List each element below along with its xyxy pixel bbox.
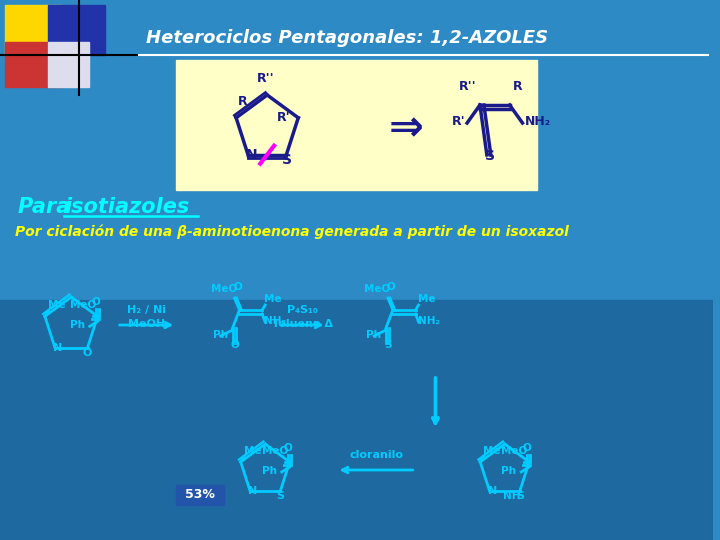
Text: Heterociclos Pentagonales: 1,2-AZOLES: Heterociclos Pentagonales: 1,2-AZOLES [146, 29, 549, 47]
Text: Ph: Ph [213, 330, 228, 340]
Text: O: O [91, 298, 100, 307]
Text: R: R [513, 80, 522, 93]
Text: R': R' [452, 115, 466, 128]
Text: S: S [384, 340, 392, 350]
Text: O: O [387, 282, 395, 292]
Text: NH₂: NH₂ [418, 316, 440, 326]
Text: MeO: MeO [364, 284, 390, 294]
Text: R'': R'' [459, 80, 477, 93]
Text: S: S [485, 149, 495, 163]
Text: O: O [83, 348, 92, 357]
Text: S: S [516, 491, 524, 501]
Text: S: S [282, 153, 292, 167]
Text: R': R' [276, 111, 290, 124]
Text: MeO: MeO [501, 446, 528, 456]
Text: NH: NH [503, 491, 521, 501]
Text: N: N [248, 486, 258, 496]
Text: Me: Me [243, 446, 261, 456]
Text: R'': R'' [257, 72, 275, 85]
Text: MeO: MeO [70, 300, 96, 310]
Text: Tolueno Δ: Tolueno Δ [272, 319, 333, 329]
Text: N: N [53, 343, 63, 353]
Text: Para: Para [18, 197, 78, 217]
Text: N: N [488, 486, 497, 496]
Bar [48, 42, 89, 87]
Text: H₂ / Ni: H₂ / Ni [127, 305, 166, 315]
Text: 53%: 53% [185, 489, 215, 502]
Bar [5, 5, 63, 55]
Text: Me: Me [418, 294, 435, 304]
Text: Me: Me [483, 446, 500, 456]
Text: R: R [238, 95, 248, 108]
Text: NH₂: NH₂ [264, 316, 287, 326]
Text: N: N [246, 148, 258, 161]
Text: P₄S₁₀: P₄S₁₀ [287, 305, 318, 315]
Text: O: O [230, 340, 239, 350]
Text: O: O [523, 443, 531, 453]
Text: Me: Me [48, 300, 66, 310]
Bar [176, 485, 224, 505]
Text: Me: Me [264, 294, 282, 304]
Text: MeO: MeO [211, 284, 237, 294]
Text: ⇒: ⇒ [388, 107, 423, 149]
Bar [0, 300, 713, 540]
Text: Ph: Ph [262, 466, 277, 476]
Bar [48, 5, 105, 55]
Text: isotiazoles: isotiazoles [64, 197, 189, 217]
Bar [5, 42, 63, 87]
Text: S: S [276, 491, 284, 501]
Text: NH₂: NH₂ [524, 115, 551, 128]
Text: MeOH: MeOH [128, 319, 165, 329]
Text: Ph: Ph [501, 466, 516, 476]
Text: cloranilo: cloranilo [349, 450, 403, 460]
Text: Ph: Ph [70, 320, 85, 330]
Text: Por ciclación de una β-aminotioenona generada a partir de un isoxazol: Por ciclación de una β-aminotioenona gen… [15, 225, 569, 239]
Text: O: O [284, 443, 292, 453]
Text: O: O [233, 282, 242, 292]
Text: Ph: Ph [366, 330, 381, 340]
Text: MeO: MeO [262, 446, 288, 456]
Bar [176, 60, 537, 190]
